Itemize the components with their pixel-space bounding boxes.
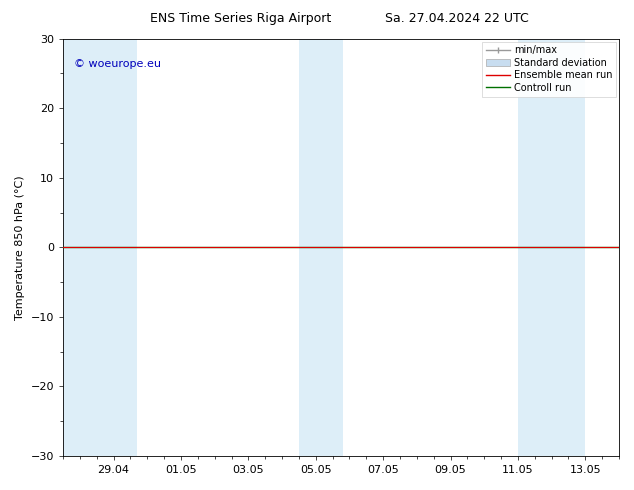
Text: ENS Time Series Riga Airport: ENS Time Series Riga Airport bbox=[150, 12, 332, 25]
Y-axis label: Temperature 850 hPa (°C): Temperature 850 hPa (°C) bbox=[15, 175, 25, 319]
Bar bbox=[63, 39, 137, 456]
Bar bbox=[518, 39, 585, 456]
Text: Sa. 27.04.2024 22 UTC: Sa. 27.04.2024 22 UTC bbox=[385, 12, 528, 25]
Text: © woeurope.eu: © woeurope.eu bbox=[74, 59, 161, 70]
Bar bbox=[299, 39, 343, 456]
Legend: min/max, Standard deviation, Ensemble mean run, Controll run: min/max, Standard deviation, Ensemble me… bbox=[482, 42, 616, 97]
